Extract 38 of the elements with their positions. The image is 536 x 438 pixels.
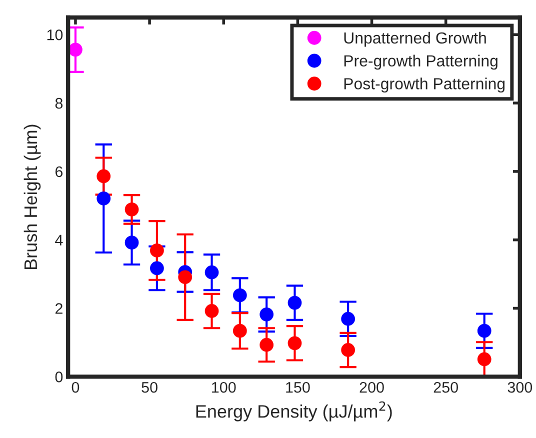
point bbox=[96, 169, 111, 184]
point bbox=[96, 192, 111, 206]
point bbox=[204, 304, 219, 318]
point bbox=[232, 288, 247, 302]
y-tick-label: 6 bbox=[55, 166, 63, 178]
point bbox=[260, 338, 274, 352]
point bbox=[341, 343, 356, 357]
point bbox=[150, 244, 164, 258]
y-tick-label: 8 bbox=[55, 98, 63, 109]
point bbox=[150, 261, 164, 276]
point bbox=[204, 265, 219, 280]
legend-label: Post-growth Patterning bbox=[344, 78, 505, 93]
legend-label: Pre-growth Patterning bbox=[344, 54, 498, 70]
point bbox=[260, 307, 274, 322]
point bbox=[477, 324, 492, 338]
point bbox=[68, 42, 82, 57]
point bbox=[288, 336, 302, 350]
x-tick-label: 50 bbox=[142, 382, 158, 393]
point bbox=[178, 270, 192, 284]
x-tick-label: 0 bbox=[72, 382, 80, 393]
y-tick-label: 0 bbox=[55, 372, 63, 382]
y-tick-label: 10 bbox=[47, 29, 63, 40]
x-tick-label: 200 bbox=[360, 382, 384, 393]
point bbox=[232, 324, 247, 338]
point bbox=[124, 202, 139, 216]
point bbox=[288, 296, 302, 310]
legend-label: Unpatterned Growth bbox=[344, 32, 486, 47]
x-tick-label: 150 bbox=[286, 382, 310, 393]
x-tick-label: 300 bbox=[508, 382, 532, 393]
y-tick-label: 2 bbox=[55, 303, 62, 314]
point bbox=[341, 312, 356, 326]
y-axis-title: Brush Height (µm) bbox=[24, 124, 41, 270]
x-axis-title: Energy Density (µJ/µm$^{2}$) bbox=[196, 401, 392, 422]
point bbox=[477, 352, 492, 366]
point bbox=[124, 236, 139, 250]
y-tick-label: 4 bbox=[55, 234, 63, 246]
x-tick-label: 100 bbox=[212, 382, 236, 393]
x-tick-label: 250 bbox=[434, 382, 458, 393]
